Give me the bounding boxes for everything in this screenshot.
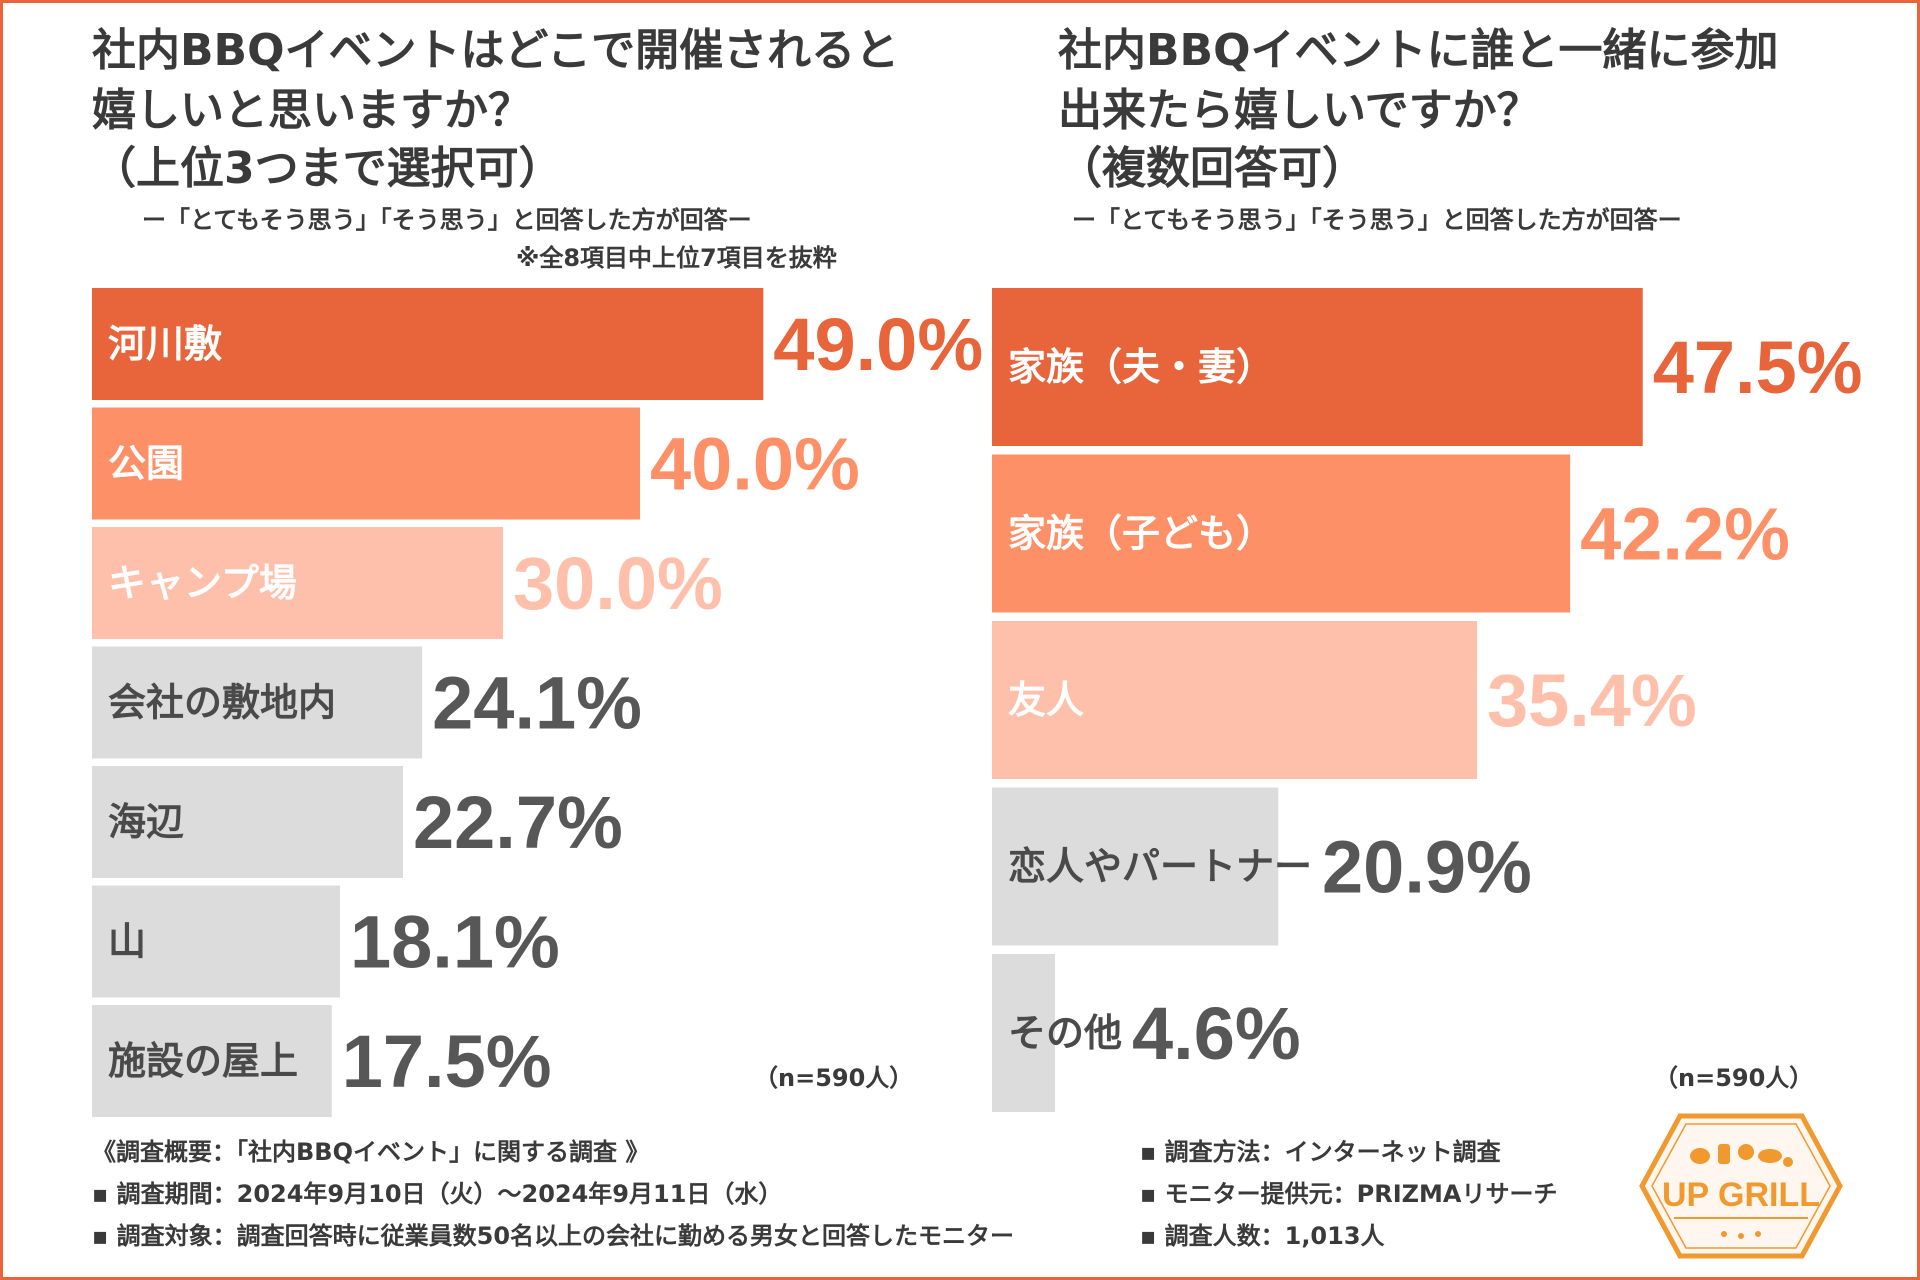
survey-method: ▪ 調査方法：インターネット調査 <box>1140 1138 1501 1166</box>
survey-period: ▪ 調査期間：2024年9月10日（火）〜2024年9月11日（水） <box>92 1180 783 1208</box>
bar-charts: 河川敷 49.0% 公園 40.0% キャンプ場 30.0% 会社の敷地内 24.1% 海辺 22… <box>92 288 1863 1117</box>
value-label: 30.0% <box>513 542 723 625</box>
bar <box>92 766 403 878</box>
category-label: その他 <box>1008 1011 1122 1055</box>
right-title-line-3: （複数回答可） <box>1058 143 1366 194</box>
logo-food-icons <box>1690 1144 1793 1167</box>
survey-target: ▪ 調査対象：調査回答時に従業員数50名以上の会社に勤める男女と回答したモニター <box>92 1222 1015 1250</box>
bar <box>992 787 1279 946</box>
category-label: 家族（子ども） <box>1008 512 1274 556</box>
right-title-line-1: 社内BBQイベントに誰と一緒に参加 <box>1058 25 1779 76</box>
category-label: 海辺 <box>108 800 184 844</box>
right-sample-size: （n=590人） <box>1654 1064 1814 1092</box>
category-label: 家族（夫・妻） <box>1008 345 1274 389</box>
bar <box>92 646 423 759</box>
left-title-line-3: （上位3つまで選択可） <box>92 143 563 194</box>
bar <box>992 288 1643 446</box>
right-subtitle: ー「とてもそう思う」「そう思う」と回答した方が回答ー <box>1072 206 1682 234</box>
bar <box>992 954 1056 1112</box>
left-sample-size: （n=590人） <box>754 1064 914 1092</box>
up-grill-logo: UP GRILL <box>1639 1113 1843 1259</box>
bar <box>92 1005 332 1117</box>
value-label: 18.1% <box>350 901 560 984</box>
chart-companion: 家族（夫・妻） 47.5% 家族（子ども） 42.2% 友人 35.4% 恋人やパートナー 2… <box>992 288 1863 1112</box>
left-subtitle: ー「とてもそう思う」「そう思う」と回答した方が回答ー <box>142 206 752 234</box>
category-label: 山 <box>108 920 146 964</box>
survey-provider: ▪ モニター提供元：PRIZMAリサーチ <box>1140 1180 1558 1208</box>
value-label: 47.5% <box>1653 326 1863 409</box>
value-label: 49.0% <box>773 303 983 386</box>
value-label: 20.9% <box>1322 826 1532 909</box>
value-label: 42.2% <box>1580 493 1790 576</box>
category-label: キャンプ場 <box>108 561 297 605</box>
chart-venue: 河川敷 49.0% 公園 40.0% キャンプ場 30.0% 会社の敷地内 24.1% 海辺 22… <box>92 288 983 1117</box>
category-label: 友人 <box>1008 678 1084 722</box>
value-label: 4.6% <box>1132 992 1301 1075</box>
bar <box>992 454 1571 613</box>
logo-star-icons <box>1721 1231 1761 1239</box>
value-label: 17.5% <box>342 1020 552 1103</box>
bar <box>92 288 764 400</box>
category-label: 施設の屋上 <box>108 1039 298 1083</box>
left-note: ※全8項目中上位7項目を抜粋 <box>516 244 837 272</box>
survey-count: ▪ 調査人数：1,013人 <box>1140 1222 1385 1250</box>
value-label: 40.0% <box>650 423 860 506</box>
bar <box>92 407 640 520</box>
left-title-line-2: 嬉しいと思いますか？ <box>92 85 532 136</box>
logo-text: UP GRILL <box>1662 1176 1820 1214</box>
bar <box>92 885 340 998</box>
category-label: 恋人やパートナー <box>1008 845 1312 889</box>
survey-overview: 《調査概要：「社内BBQイベント」に関する調査 》 <box>92 1138 650 1166</box>
right-title-line-2: 出来たら嬉しいですか？ <box>1058 85 1541 136</box>
logo-inner-hexagon-icon <box>1651 1123 1831 1249</box>
value-label: 24.1% <box>432 662 642 745</box>
bar <box>992 621 1477 779</box>
logo-hexagon-icon <box>1639 1113 1843 1259</box>
value-label: 22.7% <box>413 781 623 864</box>
value-label: 35.4% <box>1487 659 1697 742</box>
category-label: 公園 <box>108 442 184 486</box>
bar <box>92 527 503 639</box>
category-label: 会社の敷地内 <box>108 681 336 725</box>
category-label: 河川敷 <box>108 322 222 366</box>
left-title-line-1: 社内BBQイベントはどこで開催されると <box>92 25 900 76</box>
